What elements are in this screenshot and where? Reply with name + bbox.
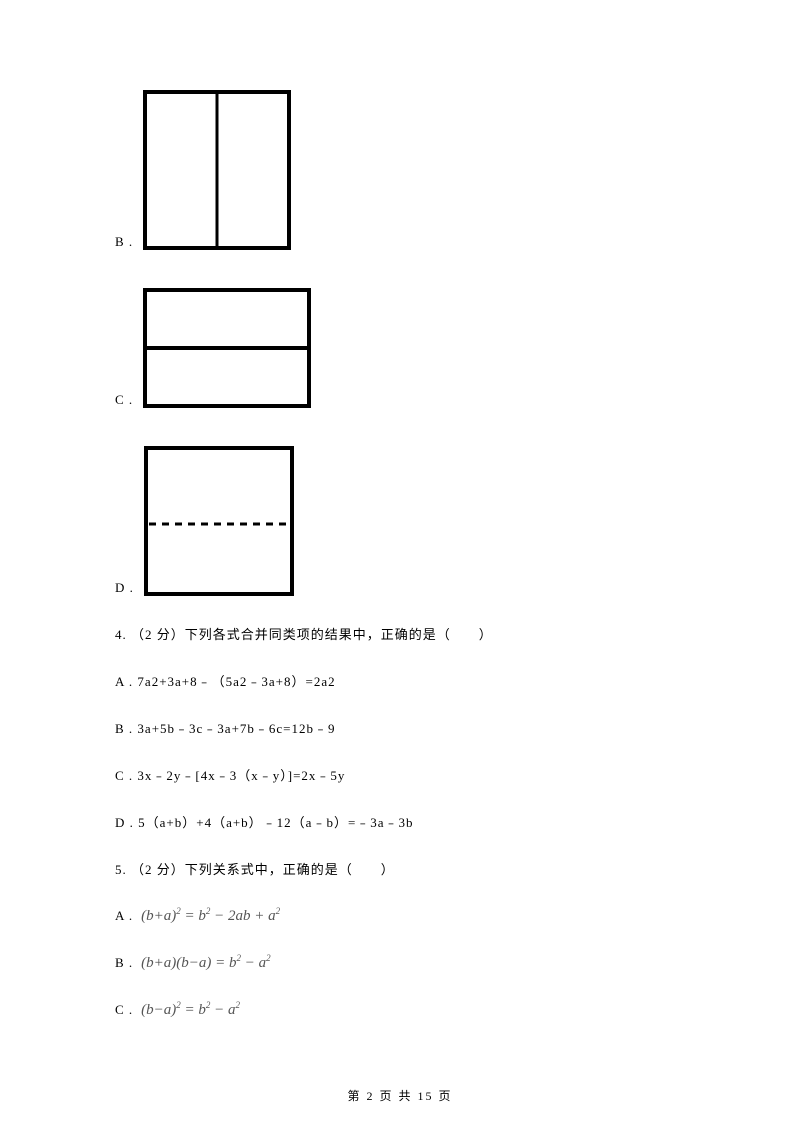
figure-c [143,288,311,408]
option-b-label[interactable]: B . [115,234,133,250]
q5-b-formula: (b+a)(b−a) = b2 − a2 [137,955,270,971]
q5-option-c[interactable]: C . (b−a)2 = b2 − a2 [115,1000,685,1019]
q5-option-a[interactable]: A . (b+a)2 = b2 − 2ab + a2 [115,906,685,925]
q4-option-a[interactable]: A . 7a2+3a+8﹣（5a2﹣3a+8）=2a2 [115,671,685,690]
option-c-row: C . [115,288,685,408]
q5-a-prefix: A . [115,908,133,923]
page-footer: 第 2 页 共 15 页 [0,1087,800,1104]
q4-option-b[interactable]: B . 3a+5b﹣3c﹣3a+7b﹣6c=12b﹣9 [115,718,685,737]
option-b-row: B . [115,90,685,250]
figure-d [144,446,294,596]
q5-c-prefix: C . [115,1002,133,1017]
option-d-label[interactable]: D . [115,580,134,596]
option-c-label[interactable]: C . [115,392,133,408]
q5-a-formula: (b+a)2 = b2 − 2ab + a2 [137,908,280,924]
q4-option-c[interactable]: C . 3x﹣2y﹣[4x﹣3（x﹣y）]=2x﹣5y [115,765,685,784]
figure-b [143,90,291,250]
q4-stem: 4. （2 分）下列各式合并同类项的结果中，正确的是（ ） [115,624,685,643]
q5-b-prefix: B . [115,955,133,970]
q5-option-b[interactable]: B . (b+a)(b−a) = b2 − a2 [115,953,685,972]
q4-option-d[interactable]: D . 5（a+b）+4（a+b）﹣12（a﹣b）=﹣3a﹣3b [115,812,685,831]
q5-stem: 5. （2 分）下列关系式中，正确的是（ ） [115,859,685,878]
option-d-row: D . [115,446,685,596]
q5-c-formula: (b−a)2 = b2 − a2 [137,1002,240,1018]
